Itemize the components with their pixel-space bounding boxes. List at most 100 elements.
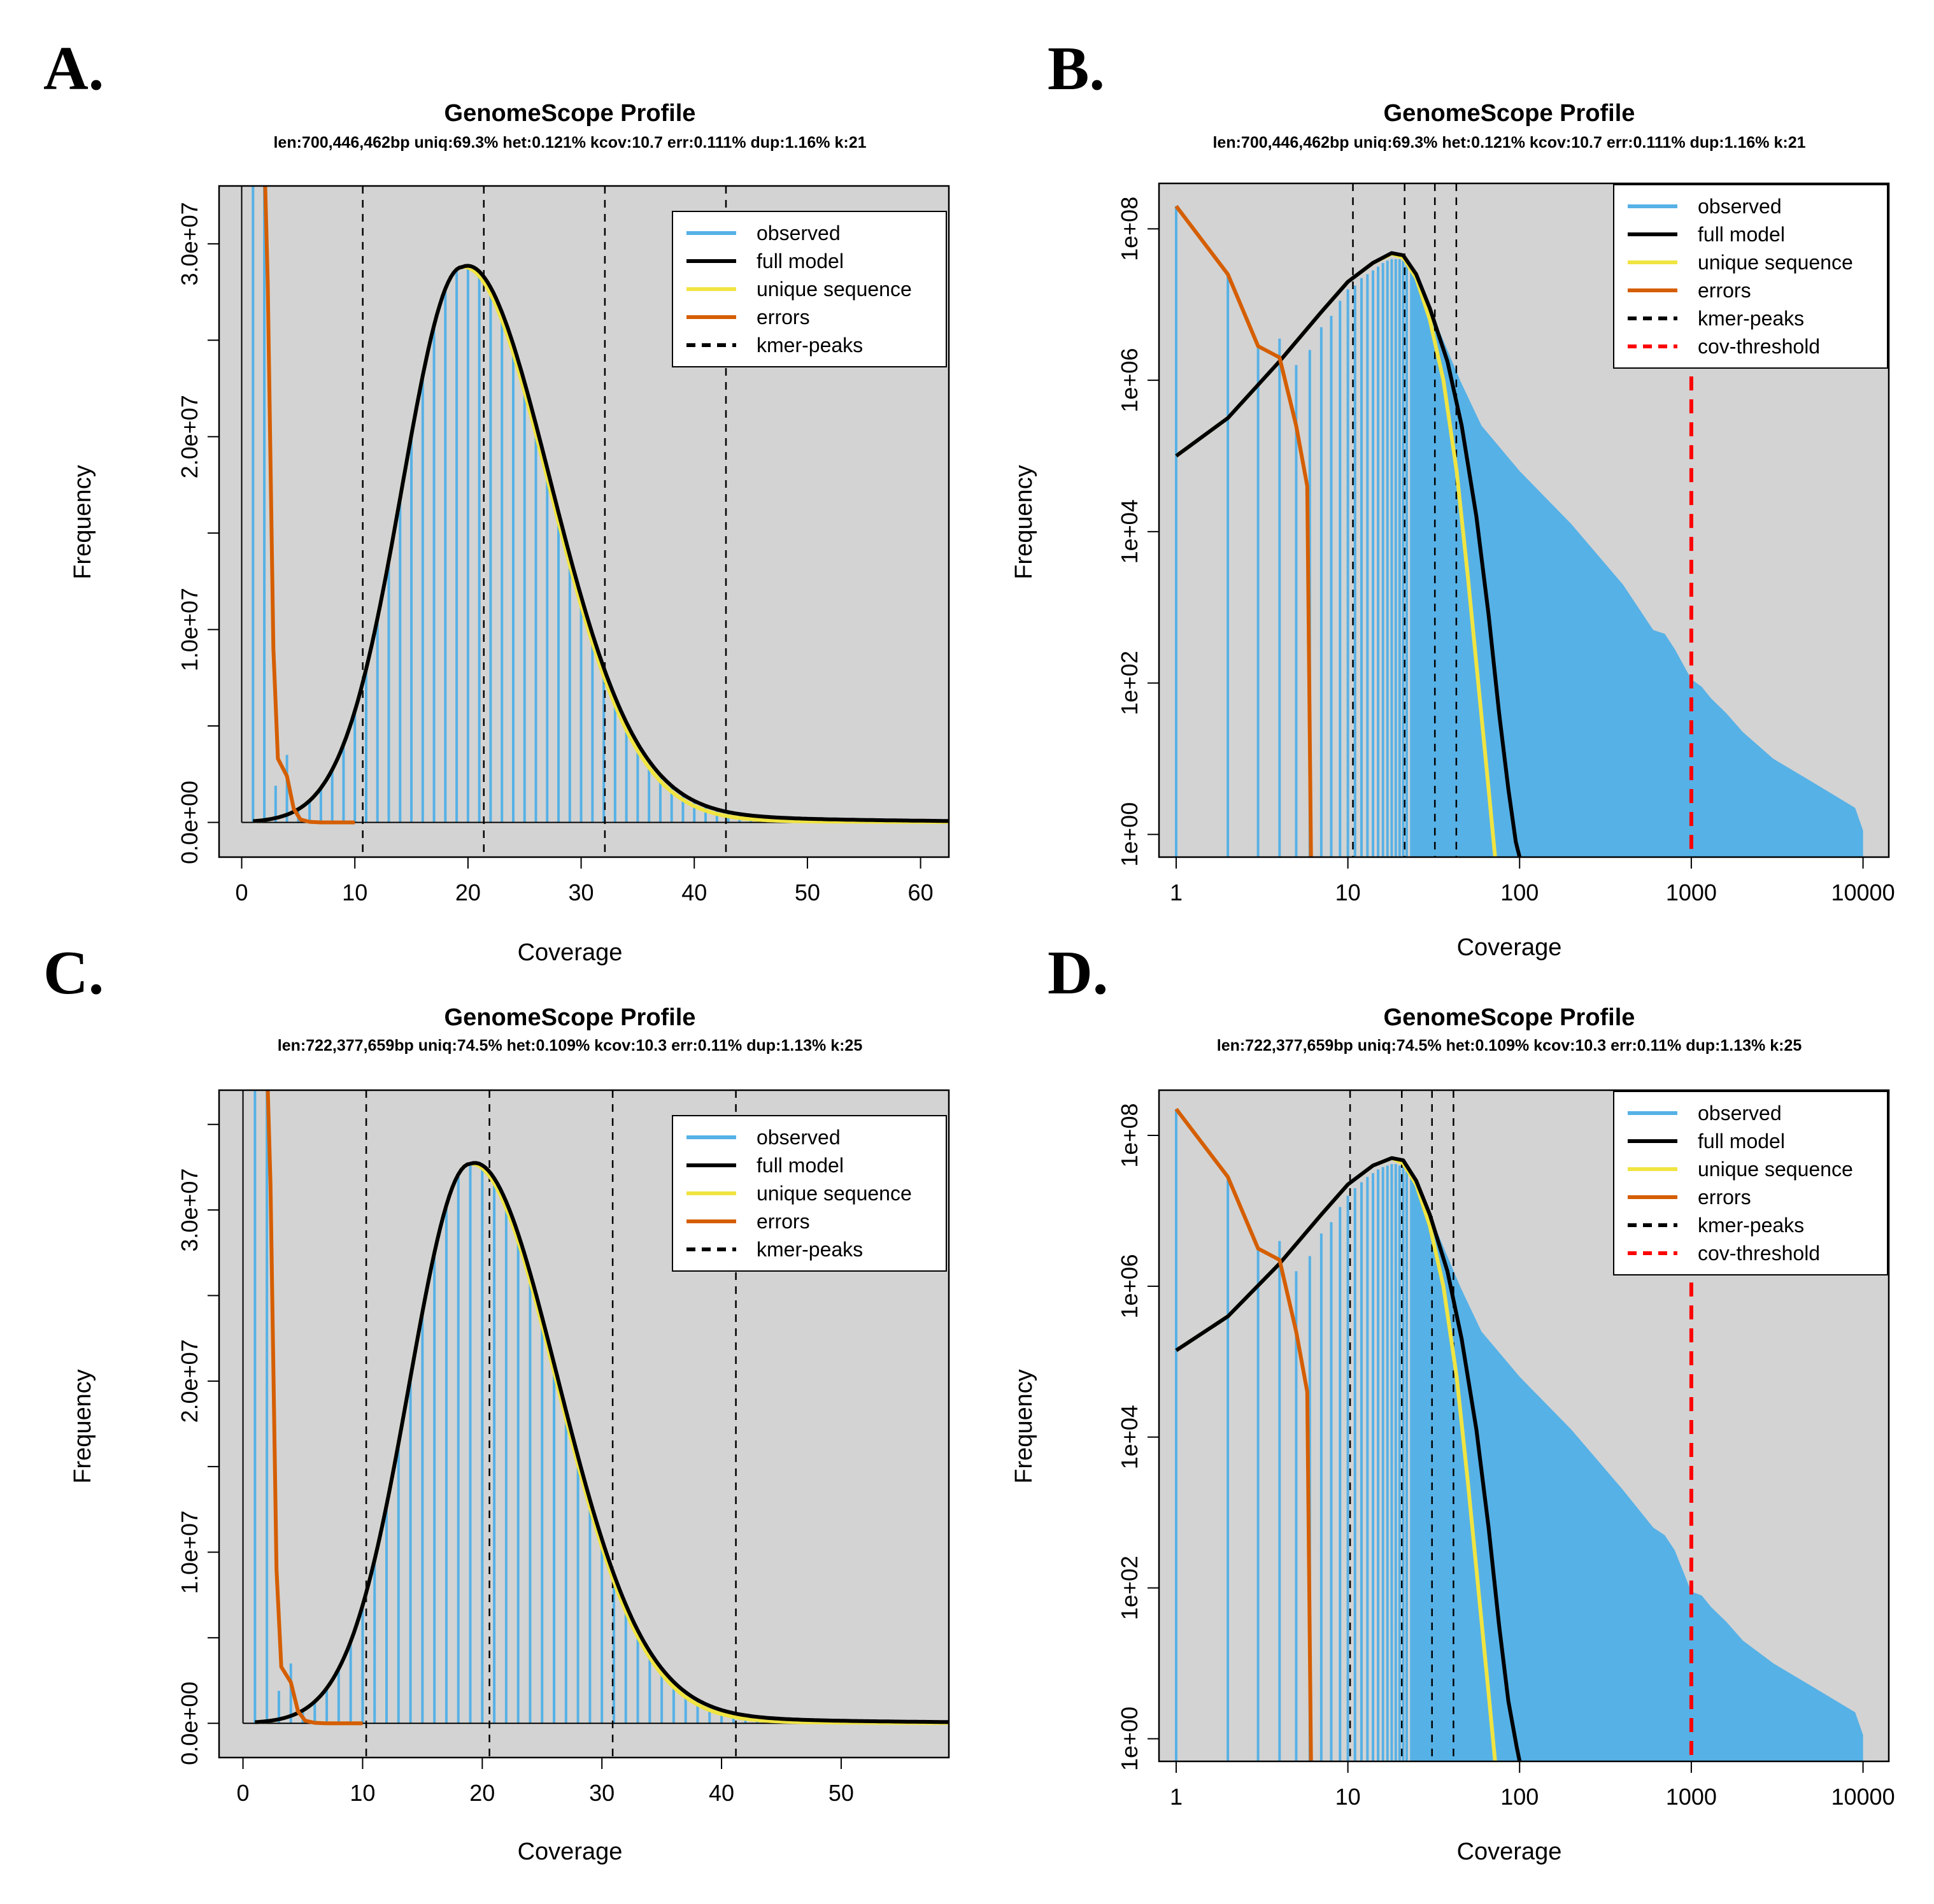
legend-label: full model (757, 250, 844, 273)
x-axis-label: Coverage (518, 1838, 623, 1865)
x-tick-label: 0 (236, 879, 248, 906)
legend-label: full model (1698, 1130, 1785, 1153)
x-tick-label: 40 (681, 879, 707, 906)
legend-label: errors (1698, 279, 1751, 302)
y-tick-label: 1.0e+07 (176, 588, 203, 671)
x-tick-label: 60 (908, 879, 934, 906)
legend-label: observed (757, 1126, 841, 1149)
x-tick-label: 1 (1170, 879, 1183, 906)
y-tick-label: 0.0e+00 (176, 781, 203, 864)
panel-letter: C. (43, 939, 104, 1007)
legend-label: full model (757, 1154, 844, 1177)
plot-border (218, 1089, 950, 1759)
y-tick-label: 1e+00 (1116, 802, 1142, 867)
plot-border (1158, 1089, 1890, 1763)
x-tick-label: 100 (1500, 1784, 1539, 1810)
full-model-curve (255, 1161, 949, 1724)
legend-label: kmer-peaks (757, 1238, 863, 1261)
panel-c: C. GenomeScope Profile len:722,377,659bp u… (43, 939, 950, 1865)
x-tick-label: 1000 (1666, 1784, 1717, 1810)
legend-label: cov-threshold (1698, 1242, 1820, 1265)
x-tick-label: 1000 (1666, 879, 1717, 906)
y-tick-label: 3.0e+07 (176, 1169, 203, 1252)
legend-label: errors (757, 1210, 810, 1233)
y-tick-label: 1e+02 (1116, 651, 1142, 715)
legend-label: kmer-peaks (1698, 1214, 1804, 1237)
x-tick-label: 0 (237, 1780, 250, 1806)
panel-letter: D. (1048, 939, 1108, 1007)
plot-area (242, 1090, 949, 1758)
observed-area (1410, 266, 1863, 857)
plot-border (218, 185, 950, 858)
y-tick-label: 1e+02 (1116, 1556, 1142, 1620)
legend-label: unique sequence (757, 1182, 912, 1205)
errors-curve (263, 186, 355, 825)
legend-label: cov-threshold (1698, 335, 1820, 358)
x-axis-label: Coverage (1457, 934, 1562, 961)
y-tick-label: 1e+08 (1116, 1104, 1142, 1168)
legend-label: errors (757, 306, 810, 329)
legend-label: full model (1698, 223, 1785, 246)
plot-subtitle: len:700,446,462bp uniq:69.3% het:0.121% … (1212, 134, 1805, 152)
plot-title: GenomeScope Profile (444, 100, 696, 127)
plot-title: GenomeScope Profile (1384, 1004, 1635, 1031)
x-tick-label: 10000 (1831, 879, 1895, 906)
errors-curve (266, 1090, 363, 1726)
x-axis-label: Coverage (1457, 1838, 1562, 1865)
x-tick-label: 20 (469, 1780, 495, 1806)
y-tick-label: 2.0e+07 (176, 1339, 203, 1423)
x-tick-label: 100 (1500, 879, 1539, 906)
plot-title: GenomeScope Profile (1384, 100, 1635, 127)
panel-letter: A. (43, 34, 104, 103)
legend-label: unique sequence (1698, 251, 1853, 274)
plot-area (1174, 183, 1863, 857)
plot-title: GenomeScope Profile (444, 1004, 696, 1031)
y-tick-label: 3.0e+07 (176, 202, 203, 285)
x-tick-label: 50 (828, 1780, 854, 1806)
legend-box (1613, 184, 1888, 369)
plot-area (241, 186, 949, 857)
legend-label: observed (1698, 1102, 1782, 1125)
panel-a: A. GenomeScope Profile len:700,446,462bp u… (43, 34, 950, 966)
y-tick-label: 1e+04 (1116, 1405, 1142, 1469)
full-model-curve (1175, 1156, 1522, 1761)
x-tick-label: 10000 (1831, 1784, 1895, 1810)
observed-area (1410, 1173, 1863, 1761)
x-tick-label: 30 (589, 1780, 615, 1806)
y-axis-label: Frequency (69, 465, 96, 579)
y-tick-label: 1e+08 (1116, 197, 1142, 261)
legend-label: observed (757, 222, 841, 245)
errors-curve (1174, 1107, 1313, 1761)
panel-b: B. GenomeScope Profile len:700,446,462bp u… (1011, 34, 1895, 961)
y-tick-label: 1e+06 (1116, 1254, 1142, 1318)
x-tick-label: 20 (455, 879, 481, 906)
legend-label: errors (1698, 1186, 1751, 1209)
full-model-curve (1175, 251, 1522, 857)
legend-label: observed (1698, 195, 1782, 218)
plot-subtitle: len:722,377,659bp uniq:74.5% het:0.109% … (1217, 1037, 1802, 1055)
y-axis-label: Frequency (1011, 1369, 1037, 1484)
x-tick-label: 40 (709, 1780, 734, 1806)
x-tick-label: 50 (795, 879, 820, 906)
x-tick-label: 1 (1170, 1784, 1183, 1810)
y-tick-label: 1e+00 (1116, 1707, 1142, 1771)
plot-subtitle: len:722,377,659bp uniq:74.5% het:0.109% … (278, 1037, 863, 1055)
legend-label: unique sequence (1698, 1158, 1853, 1181)
panel-d: D. GenomeScope Profile len:722,377,659bp u… (1011, 939, 1895, 1865)
plot-border (1158, 182, 1890, 858)
plot-subtitle: len:700,446,462bp uniq:69.3% het:0.121% … (273, 134, 866, 152)
panel-letter: B. (1048, 34, 1105, 103)
y-tick-label: 2.0e+07 (176, 395, 203, 478)
y-tick-label: 0.0e+00 (176, 1682, 203, 1765)
y-tick-label: 1e+04 (1116, 499, 1142, 564)
x-tick-label: 30 (569, 879, 594, 906)
y-axis-label: Frequency (1011, 465, 1037, 579)
legend-box (1613, 1091, 1888, 1275)
legend-label: kmer-peaks (1698, 307, 1804, 330)
x-axis-label: Coverage (518, 939, 623, 966)
legend-label: unique sequence (757, 278, 912, 301)
x-tick-label: 10 (350, 1780, 375, 1806)
x-tick-label: 10 (1335, 1784, 1361, 1810)
errors-curve (1174, 204, 1313, 857)
